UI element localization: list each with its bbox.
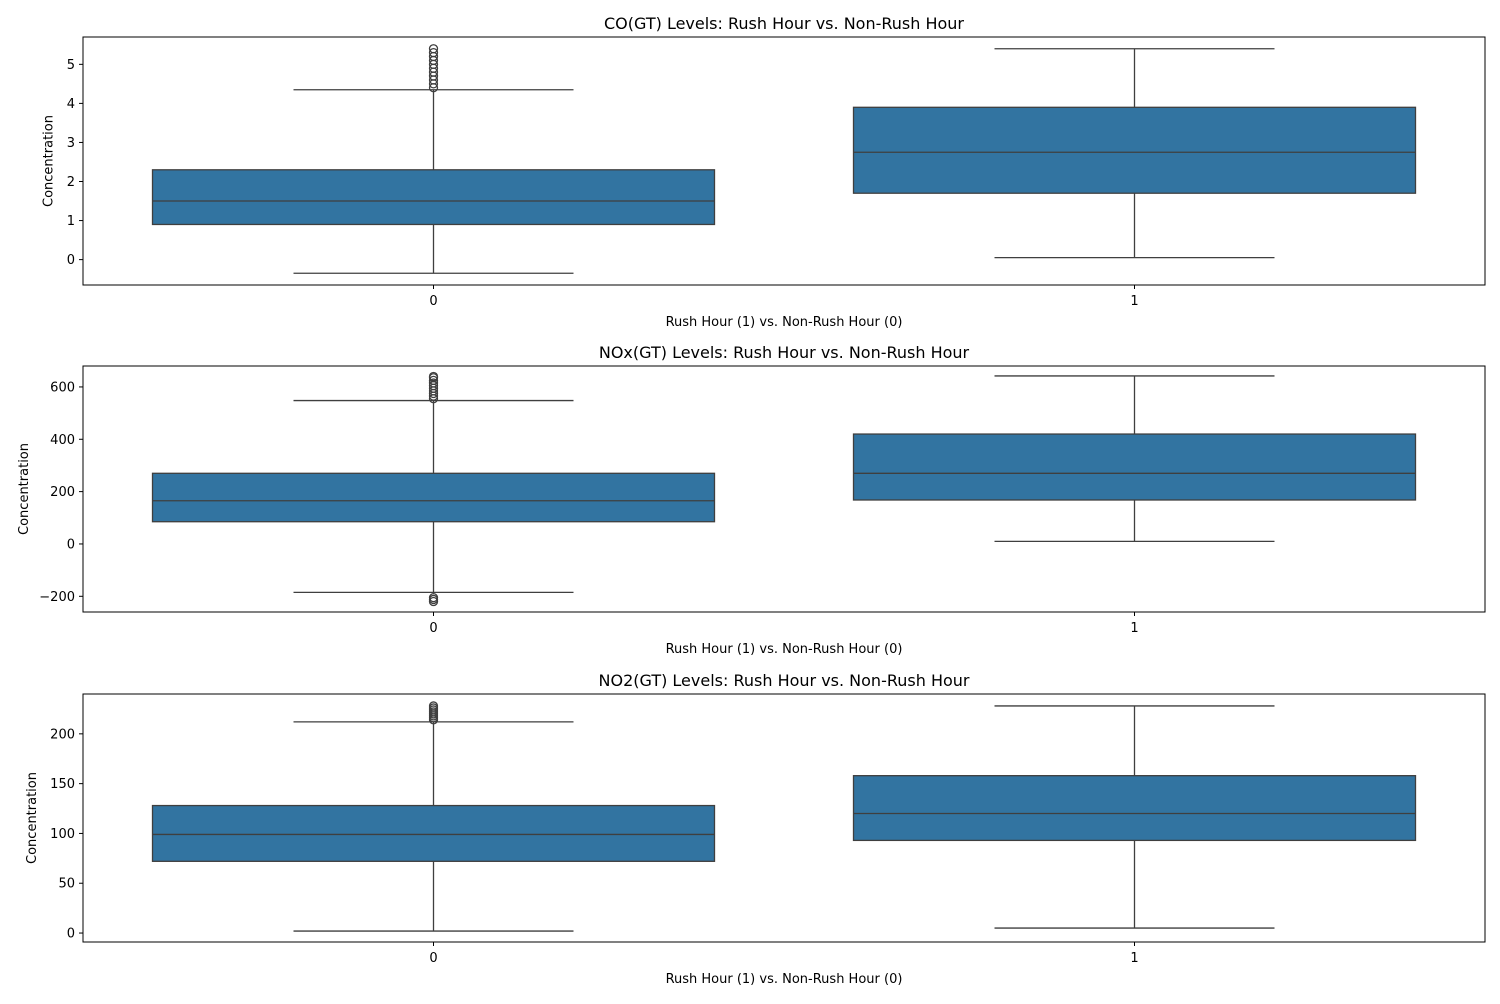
- y-tick-label: 600: [50, 380, 75, 395]
- x-tick-label: 1: [1130, 621, 1138, 636]
- outlier-point: [428, 375, 439, 386]
- subplot-1: 0 1 2 3 4 5 0 1 CO(GT) Levels: Rush Hour vs. Non…: [42, 14, 1486, 330]
- subplot-title: NOx(GT) Levels: Rush Hour vs. Non-Rush H…: [599, 343, 970, 362]
- iqr-box: [852, 106, 1417, 194]
- y-axis-label: Concentration: [42, 115, 57, 207]
- axes-frame: [82, 693, 1486, 943]
- y-tick-label: 200: [50, 727, 75, 742]
- y-tick-label: 200: [50, 485, 75, 500]
- y-tick-label: 1: [67, 214, 75, 229]
- axes-frame: [82, 365, 1486, 613]
- y-tick-label: 5: [67, 58, 75, 73]
- y-tick-label: 4: [67, 97, 75, 112]
- y-tick-label: 2: [67, 175, 75, 190]
- box-group-1: [852, 48, 1417, 259]
- y-tick-label: 400: [50, 433, 75, 448]
- outlier-point: [428, 371, 439, 382]
- y-tick-label: 0: [67, 537, 75, 552]
- outlier-point: [428, 47, 439, 58]
- x-axis-label: Rush Hour (1) vs. Non-Rush Hour (0): [666, 642, 903, 657]
- x-tick-label: 0: [429, 621, 437, 636]
- box-group-0: [151, 371, 716, 607]
- x-tick-label: 1: [1130, 294, 1138, 309]
- y-tick-label: 0: [67, 253, 75, 268]
- subplot-2: −200 0 200 400 600 0 1 NOx(GT) Levels: Rush Hou…: [17, 343, 1486, 657]
- subplot-title: NO2(GT) Levels: Rush Hour vs. Non-Rush H…: [599, 671, 970, 690]
- y-tick-label: −200: [39, 590, 75, 605]
- box-group-0: [151, 701, 716, 932]
- box-group-0: [151, 44, 716, 274]
- outlier-point: [428, 592, 439, 603]
- x-axis-label: Rush Hour (1) vs. Non-Rush Hour (0): [666, 972, 903, 987]
- x-tick-label: 1: [1130, 951, 1138, 966]
- x-tick-label: 0: [429, 294, 437, 309]
- iqr-box: [151, 804, 716, 862]
- iqr-box: [151, 472, 716, 523]
- y-tick-label: 3: [67, 136, 75, 151]
- y-axis-label: Concentration: [25, 772, 40, 864]
- y-tick-label: 0: [67, 927, 75, 942]
- y-tick-label: 150: [50, 777, 75, 792]
- box-group-1: [852, 705, 1417, 929]
- outlier-point: [428, 378, 439, 388]
- subplot-3: 0 50 100 150 200 0 1 NO2(GT) Levels: Rush Hour …: [25, 671, 1486, 987]
- y-tick-label: 50: [58, 877, 75, 892]
- outlier-point: [428, 701, 439, 711]
- iqr-box: [852, 775, 1417, 842]
- iqr-box: [151, 169, 716, 226]
- box-group-1: [852, 375, 1417, 542]
- subplot-title: CO(GT) Levels: Rush Hour vs. Non-Rush Ho…: [604, 14, 964, 33]
- x-tick-label: 0: [429, 951, 437, 966]
- y-axis-label: Concentration: [17, 443, 32, 535]
- outlier-point: [428, 44, 439, 54]
- x-axis-label: Rush Hour (1) vs. Non-Rush Hour (0): [666, 315, 903, 330]
- iqr-box: [852, 433, 1417, 501]
- axes-frame: [82, 36, 1486, 286]
- y-tick-label: 100: [50, 827, 75, 842]
